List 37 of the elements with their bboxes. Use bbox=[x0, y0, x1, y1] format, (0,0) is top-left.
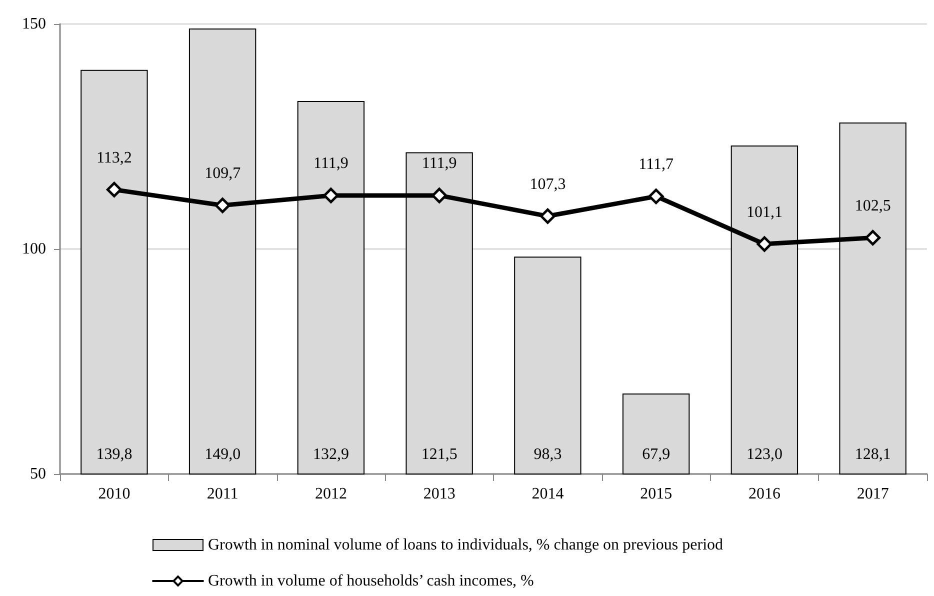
x-tick-label: 2012 bbox=[314, 486, 347, 502]
data-label: 111,9 bbox=[314, 155, 348, 172]
point bbox=[432, 188, 448, 204]
point bbox=[323, 188, 339, 204]
data-label: 101,1 bbox=[746, 204, 782, 221]
data-label: 113,2 bbox=[96, 149, 132, 166]
data-label: 98,3 bbox=[534, 446, 562, 463]
data-label: 121,5 bbox=[421, 446, 458, 463]
data-label: 132,9 bbox=[312, 446, 349, 463]
data-label: 109,7 bbox=[204, 165, 241, 182]
data-label: 128,1 bbox=[854, 446, 891, 463]
point bbox=[756, 236, 772, 252]
data-label: 107,3 bbox=[530, 176, 566, 193]
y-tick-label: 100 bbox=[22, 240, 46, 258]
legend-label: Growth in volume of households’ cash incomes, % bbox=[208, 572, 534, 590]
data-label: 139,8 bbox=[96, 446, 132, 463]
x-tick-label: 2011 bbox=[206, 486, 238, 502]
point bbox=[214, 198, 230, 214]
data-label: 111,9 bbox=[422, 155, 457, 172]
x-tick-label: 2010 bbox=[98, 486, 130, 502]
data-label: 102,5 bbox=[854, 198, 891, 214]
point bbox=[540, 208, 556, 224]
y-tick-label: 50 bbox=[30, 466, 46, 482]
point bbox=[865, 230, 881, 246]
data-label: 111,7 bbox=[638, 156, 674, 174]
y-tick-label: 150 bbox=[22, 16, 46, 32]
x-tick-label: 2013 bbox=[423, 486, 456, 502]
data-label: 123,0 bbox=[746, 446, 782, 463]
x-tick-label: 2015 bbox=[640, 486, 672, 502]
legend-label: Growth in nominal volume of loans to individuals, % change on previous period bbox=[208, 536, 724, 554]
data-label: 67,9 bbox=[642, 446, 670, 463]
point bbox=[648, 188, 664, 204]
point bbox=[106, 182, 122, 198]
x-tick-label: 2014 bbox=[532, 486, 564, 502]
x-tick-label: 2016 bbox=[748, 486, 780, 502]
x-tick-label: 2017 bbox=[856, 486, 889, 502]
data-label: 149,0 bbox=[204, 446, 241, 463]
